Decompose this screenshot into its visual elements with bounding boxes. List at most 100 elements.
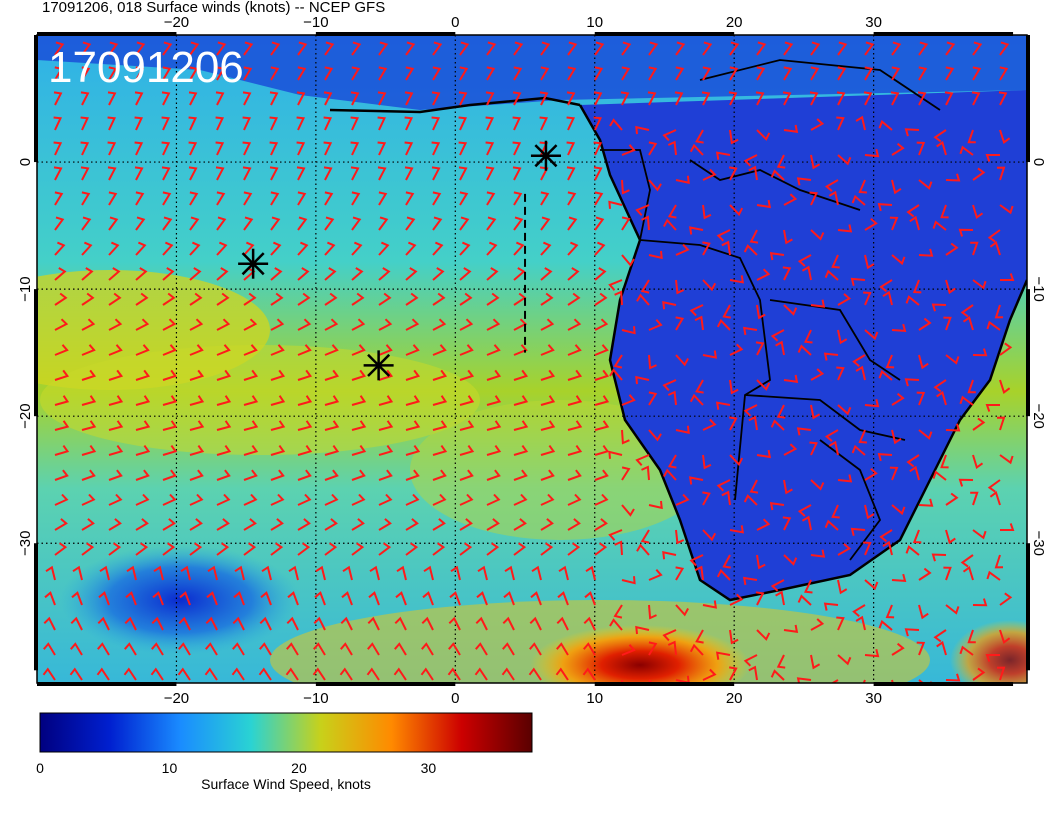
wind-barb — [852, 354, 866, 367]
wind-barb — [432, 542, 446, 556]
top-tick-label: −20 — [164, 14, 189, 31]
wind-barb — [689, 643, 704, 656]
wind-barb — [755, 591, 765, 606]
wind-barb — [432, 241, 444, 256]
wind-barb — [702, 41, 713, 56]
wind-barb — [432, 369, 448, 381]
wind-barb — [54, 542, 68, 556]
marker-3 — [363, 350, 394, 381]
wind-barb — [162, 493, 177, 506]
wind-barb — [486, 518, 500, 531]
right-tick-label: −10 — [1030, 276, 1047, 301]
wind-barb — [269, 141, 279, 156]
wind-barb — [270, 445, 286, 456]
wind-barb — [891, 66, 901, 81]
wind-barb — [675, 354, 689, 367]
wind-barb — [107, 116, 117, 131]
wind-barb — [567, 191, 577, 206]
wind-barb — [285, 667, 299, 681]
wind-barb — [216, 292, 230, 306]
wind-barb — [270, 469, 285, 481]
wind-barb — [904, 128, 920, 137]
wind-barb — [756, 304, 766, 320]
wind-barb — [377, 91, 387, 106]
wind-barb — [776, 404, 786, 419]
wind-barb — [985, 154, 1000, 162]
wind-barb — [69, 667, 83, 681]
wind-barb — [135, 542, 149, 556]
wind-barb — [796, 677, 812, 683]
wind-barb — [350, 116, 360, 131]
wind-barb — [261, 565, 272, 581]
wind-barb — [721, 490, 731, 506]
wind-barb — [810, 549, 826, 558]
wind-barb — [405, 41, 416, 56]
wind-barb — [486, 191, 496, 206]
wind-barb — [989, 490, 1001, 506]
wind-barb — [458, 91, 468, 106]
wind-barb — [689, 476, 704, 485]
wind-barb — [270, 216, 281, 231]
wind-barb — [824, 269, 839, 281]
wind-barb — [831, 504, 840, 519]
wind-barb — [918, 604, 929, 620]
wind-barb — [297, 395, 313, 406]
wind-barb — [667, 140, 677, 156]
wind-barb — [351, 241, 363, 256]
wind-barb — [54, 66, 64, 81]
wind-barb — [215, 166, 225, 181]
wind-barb — [189, 395, 205, 406]
wind-barb — [918, 66, 928, 81]
wind-barb — [594, 344, 609, 356]
wind-barb — [594, 542, 608, 556]
wind-barb — [972, 204, 984, 220]
wind-barb — [420, 667, 434, 681]
wind-barb — [932, 470, 947, 481]
wind-barb — [593, 116, 603, 131]
wind-barb — [945, 279, 956, 295]
bottom-tick-label: 20 — [726, 690, 743, 707]
wind-barb — [567, 344, 582, 356]
wind-barb — [377, 116, 387, 131]
wind-barb — [485, 116, 495, 131]
wind-barb — [216, 241, 228, 256]
wind-barb — [891, 504, 906, 516]
wind-barb — [967, 379, 976, 394]
wind-barb — [81, 216, 92, 231]
wind-barb — [614, 540, 623, 556]
wind-barb — [259, 616, 272, 631]
wind-barb — [486, 41, 497, 56]
wind-barb — [323, 141, 333, 156]
wind-barb — [378, 318, 393, 331]
wind-barb — [891, 142, 905, 156]
wind-barb — [967, 129, 976, 144]
wind-barb — [635, 375, 650, 385]
wind-barb — [153, 565, 164, 581]
wind-barb — [134, 116, 144, 131]
wind-barb — [216, 318, 231, 331]
wind-barb — [162, 241, 174, 256]
wind-barb — [715, 401, 731, 410]
wind-barb — [675, 604, 689, 617]
wind-barb — [782, 516, 792, 531]
high-wind-core — [530, 625, 750, 683]
wind-barb — [378, 241, 390, 256]
wind-barb — [531, 565, 542, 581]
wind-barb — [936, 640, 947, 656]
wind-barb — [756, 449, 772, 459]
wind-barb — [405, 420, 421, 431]
wind-barb — [258, 667, 272, 681]
wind-barb — [351, 318, 366, 331]
wind-barb — [999, 342, 1013, 356]
wind-barb — [135, 216, 146, 231]
wind-barb — [81, 369, 97, 381]
wind-barb — [81, 292, 95, 306]
wind-barb — [313, 616, 326, 631]
wind-barb — [513, 267, 526, 281]
wind-barb — [640, 279, 650, 294]
wind-barb — [108, 344, 123, 356]
wind-barb — [702, 204, 712, 220]
wind-barb — [431, 166, 441, 181]
wind-barb — [513, 395, 529, 406]
wind-barb — [54, 267, 67, 281]
